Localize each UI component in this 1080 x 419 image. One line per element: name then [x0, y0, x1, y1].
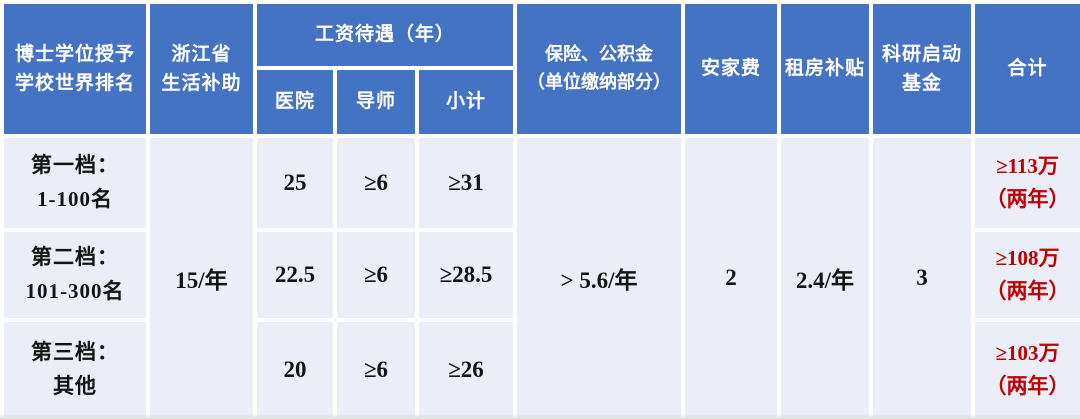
hospital-value-tier3: 20	[257, 322, 333, 417]
header-rent-subsidy: 租房补贴	[781, 4, 869, 134]
header-research-fund: 科研启动 基金	[873, 4, 971, 134]
total-value-tier1: ≥113万 （两年）	[975, 138, 1080, 228]
header-hospital: 医院	[257, 70, 333, 134]
header-total: 合计	[975, 4, 1080, 134]
tier-3-cell: 第三档： 其他	[4, 322, 146, 417]
header-subtotal: 小计	[419, 70, 513, 134]
supervisor-value-tier3: ≥6	[337, 322, 415, 417]
total-value-tier3: ≥103万 （两年）	[975, 322, 1080, 417]
header-supervisor: 导师	[337, 70, 415, 134]
tier-1-cell: 第一档： 1-100名	[4, 138, 146, 228]
research-value-cell: 3	[873, 138, 971, 417]
header-insurance: 保险、公积金 （单位缴纳部分）	[517, 4, 681, 134]
insurance-value-cell: > 5.6/年	[517, 138, 681, 417]
header-living-subsidy: 浙江省 生活补助	[150, 4, 253, 134]
subtotal-value-tier1: ≥31	[419, 138, 513, 228]
subtotal-value-tier2: ≥28.5	[419, 232, 513, 318]
benefits-table-grid: 博士学位授予 学校世界排名 浙江省 生活补助 工资待遇（年） 医院 导师 小计 …	[4, 4, 1080, 419]
settling-value-cell: 2	[685, 138, 777, 417]
supervisor-value-tier2: ≥6	[337, 232, 415, 318]
subsidy-value-cell: 15/年	[150, 138, 253, 417]
supervisor-value-tier1: ≥6	[337, 138, 415, 228]
header-rank: 博士学位授予 学校世界排名	[4, 4, 146, 134]
header-salary-group: 工资待遇（年）	[257, 4, 513, 66]
hospital-value-tier2: 22.5	[257, 232, 333, 318]
rent-value-cell: 2.4/年	[781, 138, 869, 417]
tier-2-cell: 第二档： 101-300名	[4, 232, 146, 318]
header-settling-allowance: 安家费	[685, 4, 777, 134]
total-value-tier2: ≥108万 （两年）	[975, 232, 1080, 318]
hospital-value-tier1: 25	[257, 138, 333, 228]
subtotal-value-tier3: ≥26	[419, 322, 513, 417]
